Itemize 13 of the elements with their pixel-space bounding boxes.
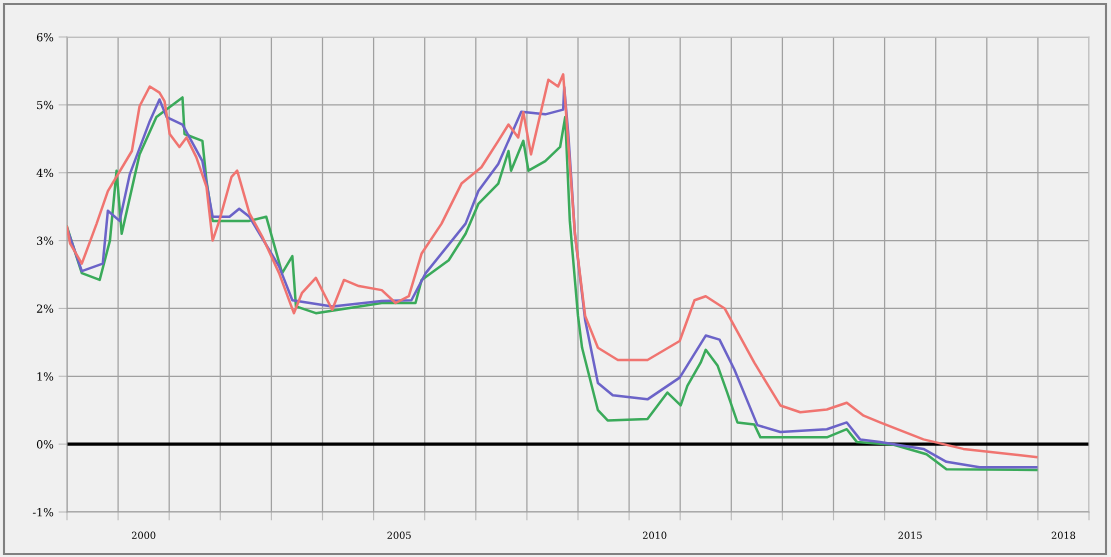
x-tick-label: 2005 [387,531,411,539]
y-tick-label: 4% [36,168,54,178]
y-tick-label: 6% [36,32,54,42]
y-tick-label: 2% [36,304,54,313]
x-tick-label: 2018 [1051,531,1076,539]
y-tick-label: 5% [37,100,54,110]
y-tick-label: -1% [32,507,54,517]
x-tick-label: 2015 [898,531,922,539]
x-tick-label: 2000 [131,531,156,539]
x-tick-label: 2010 [642,531,667,539]
y-tick-label: 0% [36,440,54,449]
y-tick-label: 3% [37,236,54,245]
y-tick-label: 1% [37,372,54,381]
